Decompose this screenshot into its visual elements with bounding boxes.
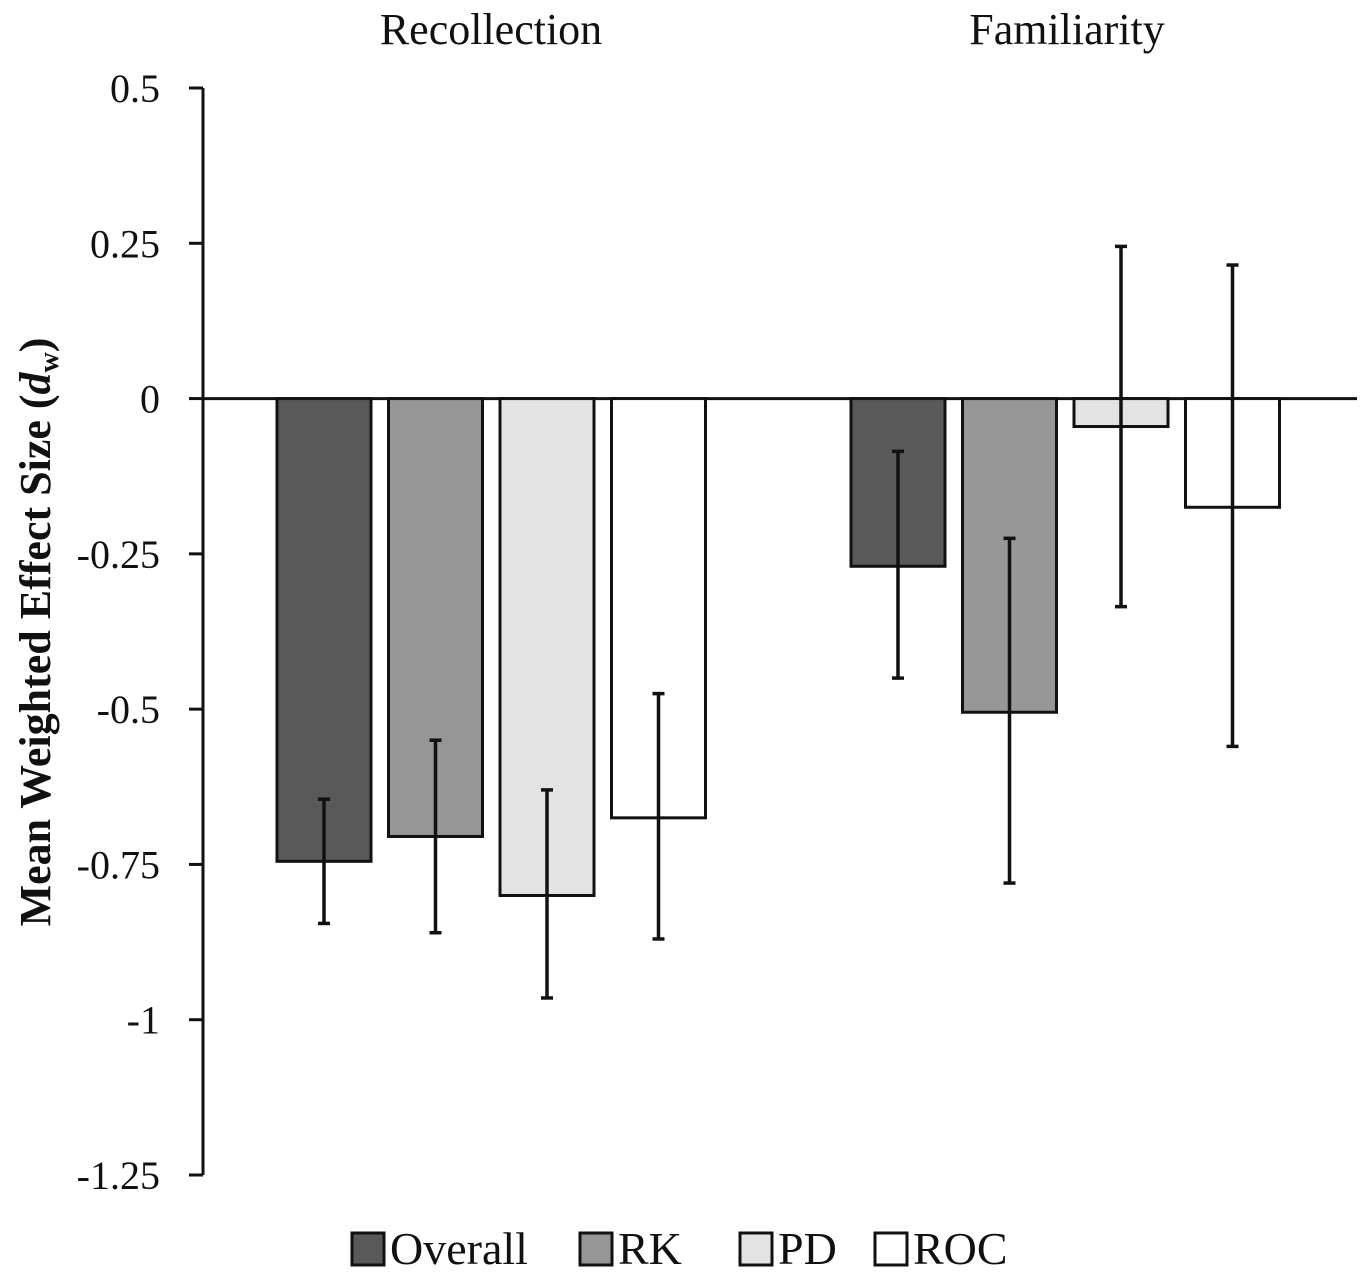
- error-bar-rk-recollection: [429, 738, 442, 935]
- category-label-familiarity: Familiarity: [969, 5, 1165, 54]
- legend-swatch: [873, 1231, 909, 1267]
- legend-item-rk: RK: [578, 1223, 682, 1274]
- bars: [275, 397, 1281, 897]
- legend-swatch: [578, 1231, 614, 1267]
- y-tick-label: -1: [127, 998, 160, 1043]
- error-bar-roc-recollection: [652, 691, 665, 941]
- legend-item-roc: ROC: [873, 1223, 1008, 1274]
- y-tick-label: -0.5: [97, 687, 160, 732]
- y-tick-label: -1.25: [77, 1153, 160, 1198]
- legend-swatch: [350, 1231, 386, 1267]
- error-bar-overall-recollection: [318, 797, 330, 926]
- bar-overall-recollection: [275, 397, 373, 863]
- legend-item-overall: Overall: [350, 1223, 528, 1274]
- legend-label: ROC: [913, 1223, 1008, 1274]
- y-axis-title: Mean Weighted Effect Size (dw): [11, 338, 65, 927]
- y-tick-label: 0.5: [110, 66, 160, 111]
- y-tick-label: 0: [140, 377, 160, 422]
- y-tick-label: -0.75: [77, 842, 160, 887]
- legend-label: PD: [778, 1223, 837, 1274]
- legend-item-pd: PD: [738, 1223, 837, 1274]
- legend: Overall RK PD ROC: [350, 1223, 1008, 1274]
- legend-swatch: [738, 1231, 774, 1267]
- error-bar-roc-familiarity: [1226, 263, 1239, 749]
- error-bar-rk-familiarity: [1003, 536, 1016, 885]
- error-bars: [318, 244, 1239, 1000]
- error-bar-overall-familiarity: [892, 449, 904, 680]
- y-tick-label: 0.25: [90, 221, 160, 266]
- category-label-recollection: Recollection: [380, 5, 602, 54]
- error-bar-pd-recollection: [541, 788, 553, 1000]
- legend-label: Overall: [390, 1223, 528, 1274]
- legend-label: RK: [618, 1223, 682, 1274]
- error-bar-pd-familiarity: [1115, 244, 1127, 609]
- y-tick-label: -0.25: [77, 532, 160, 577]
- labels: 0.5 0.25 0 -0.25 -0.5 -0.75 -1 -1.25 Recollectio…: [11, 5, 1165, 1198]
